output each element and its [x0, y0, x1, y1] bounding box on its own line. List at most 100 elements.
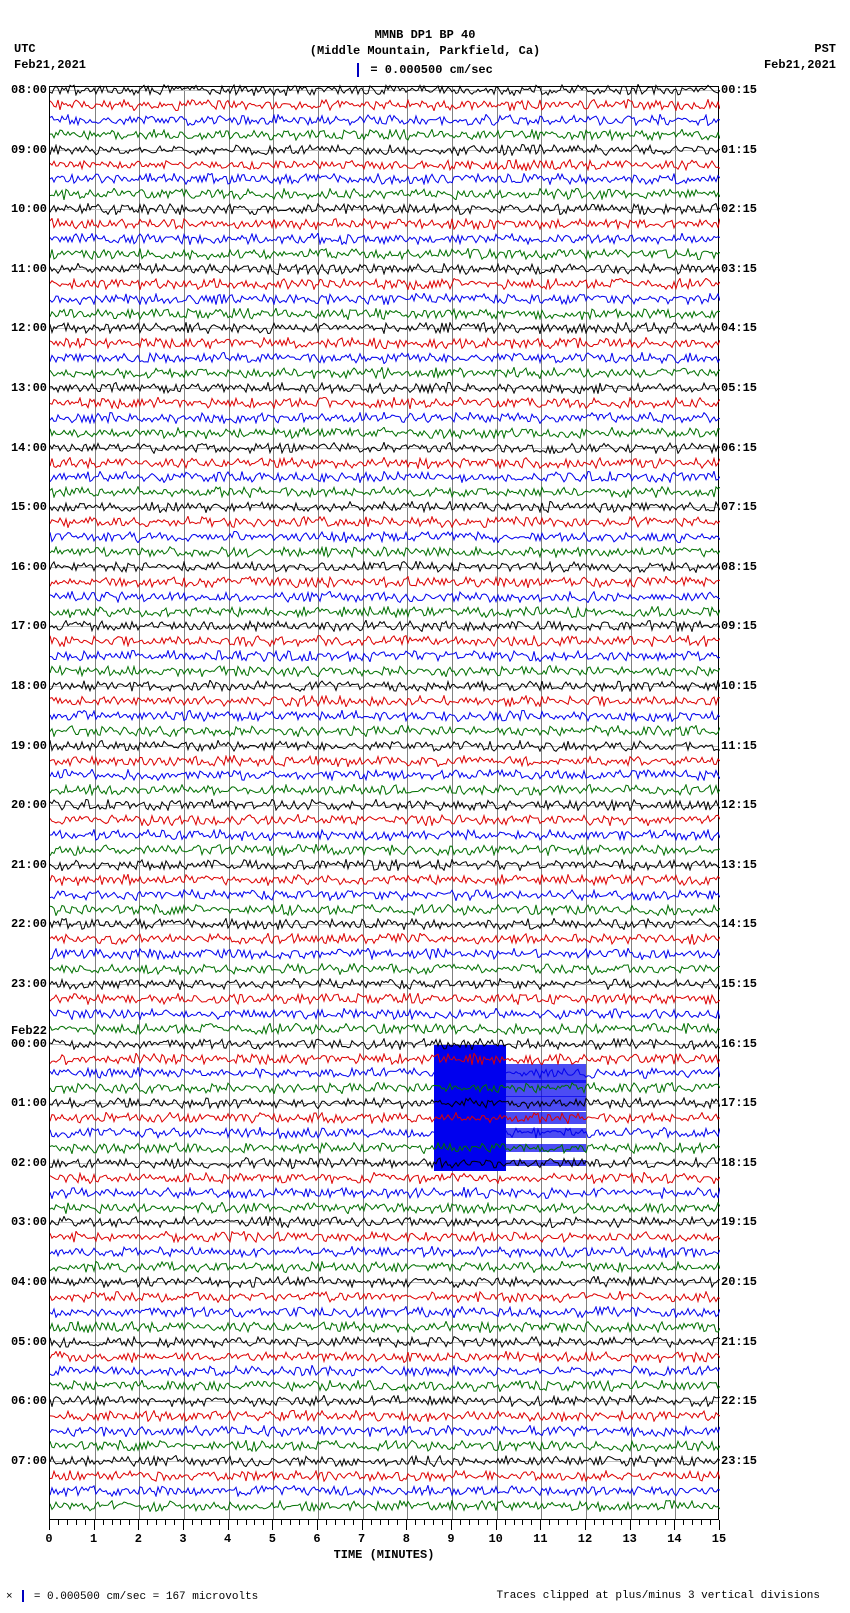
tz-right-name: PST [764, 42, 836, 58]
plot-area: 08:0000:1509:0001:1510:0002:1511:0003:15… [49, 86, 719, 1520]
x-minor-tick [701, 1520, 702, 1525]
gridline-horizontal [50, 209, 718, 210]
scale-reference: = 0.000500 cm/sec [0, 63, 850, 77]
seismic-trace [50, 755, 720, 767]
gridline-vertical [631, 87, 632, 1519]
time-label-utc: 00:00 [11, 1037, 47, 1051]
footer-left-prefix: × [6, 1591, 13, 1603]
time-label-utc: 18:00 [11, 679, 47, 693]
time-label-pst: 20:15 [721, 1275, 757, 1289]
time-label-utc: 08:00 [11, 83, 47, 97]
seismic-trace [50, 233, 720, 245]
gridline-horizontal [50, 328, 718, 329]
x-minor-tick [549, 1520, 550, 1525]
x-tick-label: 10 [488, 1532, 502, 1546]
x-major-tick [451, 1520, 452, 1530]
time-label-utc: 17:00 [11, 619, 47, 633]
x-minor-tick [201, 1520, 202, 1525]
x-tick-label: 5 [269, 1532, 276, 1546]
gridline-vertical [229, 87, 230, 1519]
x-major-tick [719, 1520, 720, 1530]
gridline-horizontal [50, 1222, 718, 1223]
time-label-utc: 14:00 [11, 441, 47, 455]
x-minor-tick [433, 1520, 434, 1525]
tz-right: PST Feb21,2021 [764, 42, 836, 73]
seismic-trace [50, 933, 720, 945]
seismic-trace [50, 367, 720, 379]
seismic-trace [50, 159, 720, 171]
seismic-trace [50, 99, 720, 111]
x-minor-tick [120, 1520, 121, 1525]
x-minor-tick [156, 1520, 157, 1525]
seismic-trace [50, 516, 720, 528]
seismic-trace [50, 948, 720, 960]
x-axis: TIME (MINUTES) 0123456789101112131415 [49, 1520, 719, 1570]
seismic-trace [50, 248, 720, 260]
x-major-tick [674, 1520, 675, 1530]
seismic-trace [50, 814, 720, 826]
x-tick-label: 6 [313, 1532, 320, 1546]
x-minor-tick [487, 1520, 488, 1525]
time-label-utc: 07:00 [11, 1454, 47, 1468]
x-minor-tick [710, 1520, 711, 1525]
x-minor-tick [424, 1520, 425, 1525]
x-minor-tick [85, 1520, 86, 1525]
seismic-trace [50, 1082, 720, 1094]
seismic-trace [50, 1202, 720, 1214]
seismic-trace [50, 1291, 720, 1303]
time-label-utc: 21:00 [11, 858, 47, 872]
x-minor-tick [353, 1520, 354, 1525]
time-label-pst: 16:15 [721, 1037, 757, 1051]
seismic-trace [50, 829, 720, 841]
x-minor-tick [246, 1520, 247, 1525]
gridline-vertical [497, 87, 498, 1519]
gridline-vertical [541, 87, 542, 1519]
footer-right: Traces clipped at plus/minus 3 vertical … [497, 1590, 820, 1602]
seismic-trace [50, 993, 720, 1005]
time-label-utc: 23:00 [11, 977, 47, 991]
seismic-trace [50, 1187, 720, 1199]
seismogram-container: UTC Feb21,2021 PST Feb21,2021 MMNB DP1 B… [0, 0, 850, 1613]
x-minor-tick [380, 1520, 381, 1525]
seismic-trace [50, 218, 720, 230]
chart-header: MMNB DP1 BP 40 (Middle Mountain, Parkfie… [0, 0, 850, 59]
x-minor-tick [147, 1520, 148, 1525]
seismic-trace [50, 1321, 720, 1333]
date-break-label: Feb22 [11, 1024, 47, 1038]
x-major-tick [272, 1520, 273, 1530]
x-minor-tick [237, 1520, 238, 1525]
seismic-trace [50, 784, 720, 796]
x-tick-label: 3 [179, 1532, 186, 1546]
seismic-trace [50, 457, 720, 469]
x-major-tick [362, 1520, 363, 1530]
gridline-horizontal [50, 626, 718, 627]
x-major-tick [540, 1520, 541, 1530]
seismic-trace [50, 1008, 720, 1020]
x-minor-tick [335, 1520, 336, 1525]
time-label-pst: 15:15 [721, 977, 757, 991]
seismic-trace [50, 1425, 720, 1437]
seismic-trace [50, 650, 720, 662]
seismic-trace [50, 769, 720, 781]
gridline-vertical [586, 87, 587, 1519]
seismic-trace [50, 173, 720, 185]
seismic-trace [50, 486, 720, 498]
seismic-trace [50, 531, 720, 543]
seismic-trace [50, 844, 720, 856]
gridline-vertical [407, 87, 408, 1519]
seismic-trace [50, 278, 720, 290]
seismic-trace [50, 963, 720, 975]
seismic-event-tail [506, 1080, 586, 1097]
seismic-trace [50, 904, 720, 916]
seismic-trace [50, 591, 720, 603]
time-label-utc: 20:00 [11, 798, 47, 812]
seismic-trace [50, 397, 720, 409]
seismic-trace [50, 471, 720, 483]
x-tick-label: 14 [667, 1532, 681, 1546]
x-tick-label: 2 [135, 1532, 142, 1546]
gridline-horizontal [50, 269, 718, 270]
seismic-trace [50, 1172, 720, 1184]
x-tick-label: 8 [403, 1532, 410, 1546]
x-minor-tick [281, 1520, 282, 1525]
time-label-pst: 08:15 [721, 560, 757, 574]
